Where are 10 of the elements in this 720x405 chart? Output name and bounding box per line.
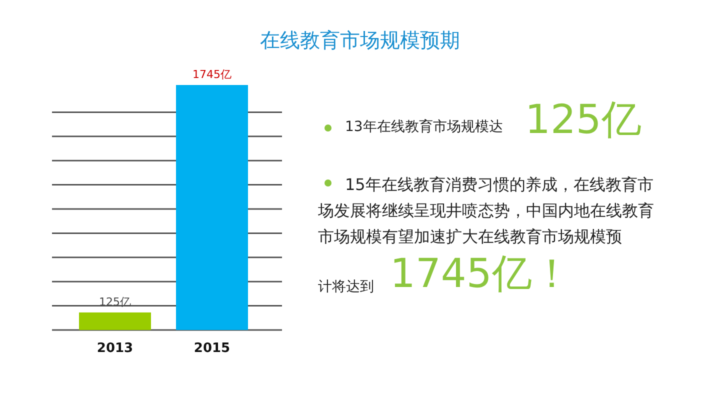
text: 13年在线教育市场规模达: [345, 118, 503, 136]
text: 计将达到: [318, 278, 374, 296]
text: 1745亿！: [390, 250, 572, 298]
x-tick-label: 2013: [96, 341, 134, 356]
text: 在线教育市场规模预期: [260, 28, 460, 52]
data-label: 125亿: [99, 295, 131, 308]
text: 125亿: [525, 96, 642, 144]
data-label: 1745亿: [192, 68, 232, 81]
text: 15年在线教育消费习惯的养成，在线教育市场发展将继续呈现井喷态势，中国内地在线教育市场规模有望加速扩大在线教育市场规模预: [318, 174, 655, 248]
x-tick-label: 2015: [194, 341, 230, 356]
